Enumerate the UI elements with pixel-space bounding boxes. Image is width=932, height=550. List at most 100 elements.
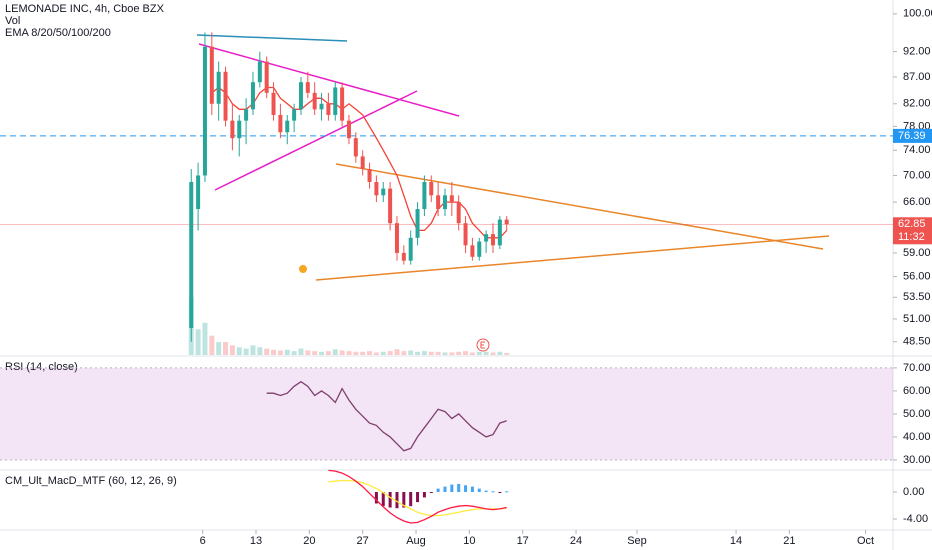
volume-bar	[305, 350, 311, 355]
y-tick-label: 70.00	[903, 169, 931, 181]
candle-body	[333, 87, 338, 115]
x-tick-label: 24	[570, 535, 582, 547]
candle-body	[312, 92, 317, 110]
y-tick-label: 70.00	[903, 362, 931, 374]
volume-bar	[264, 348, 270, 355]
candle-body	[292, 109, 297, 121]
macd-histogram-bar	[477, 488, 481, 493]
last-price-label: 62.85	[898, 218, 926, 230]
volume-bar	[332, 349, 338, 355]
volume-bar	[325, 351, 331, 355]
candle-body	[319, 103, 324, 110]
volume-bar	[216, 342, 222, 355]
candle-body	[285, 120, 290, 133]
y-tick-label: 66.00	[903, 196, 931, 208]
macd-histogram-bar	[436, 488, 440, 493]
candle-body	[497, 219, 502, 246]
ema-line	[211, 86, 508, 239]
x-tick-label: Sep	[627, 535, 647, 547]
volume-bar	[236, 347, 242, 355]
candle-body	[401, 252, 406, 261]
volume-bar	[195, 329, 201, 355]
candle-body	[257, 61, 262, 83]
volume-bar	[250, 345, 256, 355]
volume-bar	[469, 352, 475, 355]
macd-line	[328, 469, 507, 524]
candle-body	[346, 120, 351, 139]
volume-label: Vol	[5, 15, 20, 27]
volume-bar	[209, 335, 215, 355]
candle-body	[298, 82, 303, 110]
macd-histogram-bar	[416, 492, 420, 503]
trendline	[214, 90, 418, 191]
earnings-icon[interactable]	[476, 338, 490, 352]
candle-body	[209, 46, 214, 104]
alarm-icon-body[interactable]	[299, 265, 307, 273]
candle-body	[230, 120, 235, 139]
macd-histogram-bar	[450, 484, 454, 493]
volume-bar	[373, 352, 379, 355]
y-tick-label: 30.00	[903, 454, 931, 466]
trendline	[335, 163, 824, 250]
earnings-icon-letter[interactable]	[480, 341, 485, 349]
x-tick-label: 6	[200, 535, 206, 547]
volume-bar	[442, 352, 448, 355]
volume-bar	[284, 349, 290, 355]
candle-body	[340, 87, 345, 121]
y-tick-label: 56.00	[903, 270, 931, 282]
volume-bar	[490, 352, 496, 355]
volume-bar	[421, 351, 427, 355]
volume-bar	[223, 342, 229, 355]
macd-histogram-bar	[409, 492, 413, 507]
candle-body	[305, 82, 310, 93]
macd-histogram-bar	[402, 492, 406, 508]
volume-bar	[202, 322, 208, 355]
chart-title: LEMONADE INC, 4h, Cboe BZX	[5, 3, 165, 15]
last-price-badge	[893, 217, 932, 245]
candle-body	[381, 188, 386, 196]
macd-histogram-bar	[388, 492, 392, 508]
volume-bar	[415, 351, 421, 355]
volume-bar	[291, 351, 297, 355]
macd-histogram-bar	[395, 492, 399, 509]
volume-bar	[298, 348, 304, 355]
volume-bar	[463, 351, 469, 355]
x-tick-label: 10	[463, 535, 475, 547]
volume-bar	[277, 350, 283, 355]
y-tick-label: 51.00	[903, 313, 931, 325]
candle-body	[271, 92, 276, 115]
trendlines	[196, 34, 830, 281]
volume-bar	[387, 351, 393, 355]
candle-body	[394, 223, 399, 253]
volume-bar	[380, 351, 386, 355]
candle-body	[408, 237, 413, 261]
y-tick-label: 82.00	[903, 98, 931, 110]
macd-histogram-bar	[464, 485, 468, 493]
alert-badge	[893, 128, 932, 143]
volume-bar	[497, 351, 503, 355]
candle-body	[374, 181, 379, 196]
candle-body	[360, 156, 365, 170]
y-tick-label: 40.00	[903, 431, 931, 443]
candle-body	[353, 138, 358, 157]
macd-histogram-bar	[491, 491, 495, 493]
candle-body	[189, 181, 194, 328]
candle-body	[367, 169, 372, 182]
macd-histogram-bar	[443, 486, 447, 493]
volume-bar	[456, 351, 462, 355]
macd-histogram-bar	[422, 492, 426, 498]
candle-body	[429, 181, 434, 196]
rsi-line	[266, 380, 507, 452]
candle-body	[202, 46, 207, 176]
volume-bar	[339, 350, 345, 355]
candle-body	[415, 209, 420, 238]
candle-body	[484, 234, 489, 242]
candle-body	[250, 82, 255, 110]
macd-histogram-bar	[470, 486, 474, 493]
macd-histogram-bar	[505, 491, 509, 493]
volume-bar	[367, 351, 373, 355]
candle-body	[442, 195, 447, 210]
alarm-icon[interactable]	[299, 265, 307, 273]
candle-body	[244, 109, 249, 121]
